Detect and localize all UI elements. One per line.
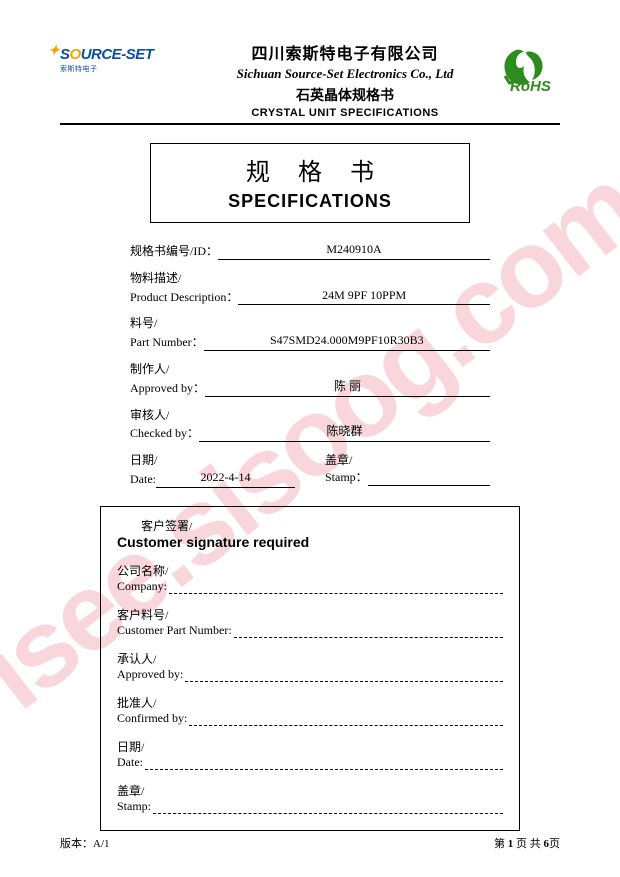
cust-field-partno: 客户料号/ Customer Part Number: [117, 606, 503, 638]
cust-field-confirmed: 批准人/ Confirmed by: [117, 694, 503, 726]
checked-value: 陈晓群 [199, 423, 490, 442]
field-date-stamp: 日期/ Date: 2022-4-14 盖章/ Stamp： [130, 452, 490, 488]
cust-date-label-cn: 日期/ [117, 738, 503, 755]
stamp-label-en: Stamp： [325, 469, 368, 486]
customer-signature-box: 客户签署/ Customer signature required 公司名称/ … [100, 506, 520, 831]
company-logo: ✦ SOURCE-SET 索斯特电子 [60, 40, 200, 74]
company-name-cn: 四川索斯特电子有限公司 [200, 40, 490, 64]
cust-field-stamp: 盖章/ Stamp: [117, 782, 503, 814]
title-en: SPECIFICATIONS [155, 191, 465, 212]
date-label-cn: 日期/ [130, 452, 295, 469]
title-cn: 规格书 [155, 152, 465, 187]
cust-field-approved: 承认人/ Approved by: [117, 650, 503, 682]
approved-label-cn: 制作人/ [130, 361, 490, 378]
date-value: 2022-4-14 [156, 469, 295, 488]
cust-approved-label-cn: 承认人/ [117, 650, 503, 667]
title-box: 规格书 SPECIFICATIONS [150, 143, 470, 223]
cust-confirmed-value [189, 712, 503, 726]
desc-label-cn: 物料描述/ [130, 270, 490, 287]
partno-label-en: Part Number： [130, 334, 204, 351]
checked-label-en: Checked by： [130, 425, 199, 442]
spec-id-label: 规格书编号/ID： [130, 243, 218, 260]
cust-partno-label-cn: 客户料号/ [117, 606, 503, 623]
cust-field-date: 日期/ Date: [117, 738, 503, 770]
cust-company-value [169, 580, 503, 594]
desc-label-en: Product Description： [130, 289, 238, 306]
cust-confirmed-label-en: Confirmed by: [117, 711, 187, 726]
approved-value: 陈 丽 [205, 378, 490, 397]
cust-approved-value [185, 668, 503, 682]
cust-date-label-en: Date: [117, 755, 143, 770]
cust-partno-value [234, 624, 503, 638]
doc-type-en: CRYSTAL UNIT SPECIFICATIONS [200, 107, 490, 119]
cust-stamp-label-cn: 盖章/ [117, 782, 503, 799]
partno-value: S47SMD24.000M9PF10R30B3 [204, 332, 490, 351]
partno-label-cn: 料号/ [130, 315, 490, 332]
cust-company-label-cn: 公司名称/ [117, 562, 503, 579]
cust-field-company: 公司名称/ Company: [117, 562, 503, 594]
cust-stamp-value [153, 800, 503, 814]
field-spec-id: 规格书编号/ID： M240910A [130, 241, 490, 260]
rohs-badge: RoHS [490, 40, 560, 94]
document-page: ✦ SOURCE-SET 索斯特电子 四川索斯特电子有限公司 Sichuan S… [0, 0, 620, 861]
field-stamp: 盖章/ Stamp： [325, 452, 490, 488]
svg-text:RoHS: RoHS [510, 78, 551, 94]
logo-sub-text: 索斯特电子 [60, 64, 200, 74]
field-date: 日期/ Date: 2022-4-14 [130, 452, 295, 488]
approved-label-en: Approved by： [130, 380, 205, 397]
cust-approved-label-en: Approved by: [117, 667, 183, 682]
spec-id-value: M240910A [218, 241, 490, 260]
cust-title-cn: 客户签署/ [117, 517, 503, 534]
header-titles: 四川索斯特电子有限公司 Sichuan Source-Set Electroni… [200, 40, 490, 119]
checked-label-cn: 审核人/ [130, 407, 490, 424]
cust-partno-label-en: Customer Part Number: [117, 623, 232, 638]
field-description: 物料描述/ Product Description： 24M 9PF 10PPM [130, 270, 490, 306]
doc-type-cn: 石英晶体规格书 [200, 85, 490, 105]
cust-stamp-label-en: Stamp: [117, 799, 151, 814]
cust-date-value [145, 756, 503, 770]
cust-company-label-en: Company: [117, 579, 167, 594]
date-label-en: Date: [130, 471, 156, 488]
field-approved-by: 制作人/ Approved by： 陈 丽 [130, 361, 490, 397]
field-checked-by: 审核人/ Checked by： 陈晓群 [130, 407, 490, 443]
company-name-en: Sichuan Source-Set Electronics Co., Ltd [200, 66, 490, 82]
field-part-number: 料号/ Part Number： S47SMD24.000M9PF10R30B3 [130, 315, 490, 351]
header: ✦ SOURCE-SET 索斯特电子 四川索斯特电子有限公司 Sichuan S… [60, 40, 560, 125]
stamp-label-cn: 盖章/ [325, 452, 490, 469]
spark-icon: ✦ [48, 42, 59, 59]
stamp-value [368, 472, 490, 486]
cust-confirmed-label-cn: 批准人/ [117, 694, 503, 711]
spec-fields: 规格书编号/ID： M240910A 物料描述/ Product Descrip… [130, 241, 490, 488]
logo-main-text: SOURCE-SET [60, 46, 153, 63]
desc-value: 24M 9PF 10PPM [238, 287, 490, 306]
cust-title-en: Customer signature required [117, 534, 503, 550]
